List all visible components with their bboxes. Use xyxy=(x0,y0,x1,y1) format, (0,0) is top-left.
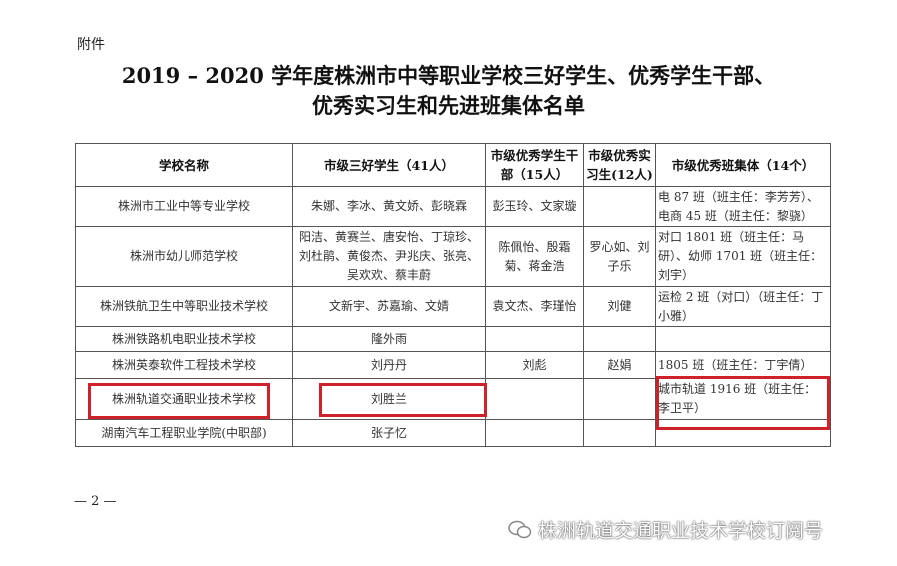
interns: 罗心如、刘子乐 xyxy=(583,226,656,287)
watermark-text: 株洲轨道交通职业技术学校订阅号 xyxy=(538,520,824,542)
wechat-icon xyxy=(508,520,532,538)
merit-students: 阳洁、黄赛兰、唐安怡、丁琼珍、刘杜鹃、黄俊杰、尹兆庆、张亮、吴欢欢、蔡丰蔚 xyxy=(292,226,486,287)
interns: 赵娟 xyxy=(583,351,656,379)
student-cadres: 刘彪 xyxy=(485,351,584,379)
highlight-class xyxy=(656,376,830,430)
school-name: 株洲铁航卫生中等职业技术学校 xyxy=(75,286,293,327)
table-header-row: 学校名称 市级三好学生（41人） 市级优秀学生干部（15人） 市级优秀实习生(1… xyxy=(75,143,831,187)
merit-students: 张子忆 xyxy=(292,419,486,447)
student-cadres xyxy=(485,326,584,352)
interns xyxy=(583,326,656,352)
school-name: 株洲英泰软件工程技术学校 xyxy=(75,351,293,379)
header-merit-students: 市级三好学生（41人） xyxy=(292,143,486,187)
merit-students: 隆外雨 xyxy=(292,326,486,352)
student-cadres xyxy=(485,378,584,420)
table-row: 株洲市幼儿师范学校 阳洁、黄赛兰、唐安怡、丁琼珍、刘杜鹃、黄俊杰、尹兆庆、张亮、吴… xyxy=(75,226,831,287)
table-row: 株洲铁航卫生中等职业技术学校 文新宇、苏嘉瑜、文婧 袁文杰、李瑾怡 刘健 运检 2 班（… xyxy=(75,286,831,327)
school-name: 湖南汽车工程职业学院(中职部) xyxy=(75,419,293,447)
table-row: 株洲市工业中等专业学校 朱娜、李冰、黄文娇、彭晓霖 彭玉玲、文家璇 电 87 班（班主… xyxy=(75,186,831,227)
excellent-classes xyxy=(655,419,831,447)
merit-students: 文新宇、苏嘉瑜、文婧 xyxy=(292,286,486,327)
interns: 刘健 xyxy=(583,286,656,327)
table-row: 株洲铁路机电职业技术学校 隆外雨 xyxy=(75,326,831,352)
student-cadres xyxy=(485,419,584,447)
header-student-cadres: 市级优秀学生干部（15人） xyxy=(485,143,584,187)
merit-students: 刘丹丹 xyxy=(292,351,486,379)
header-classes: 市级优秀班集体（14个） xyxy=(655,143,831,187)
school-name: 株洲市幼儿师范学校 xyxy=(75,226,293,287)
highlight-student xyxy=(319,383,487,417)
school-name: 株洲铁路机电职业技术学校 xyxy=(75,326,293,352)
excellent-classes: 1805 班（班主任：丁宇倩） xyxy=(655,351,831,379)
title-line-2: 优秀实习生和先进班集体名单 xyxy=(312,93,585,118)
excellent-classes: 运检 2 班（对口）（班主任：丁小雅） xyxy=(655,286,831,327)
excellent-classes: 对口 1801 班（班主任：马研）、幼师 1701 班（班主任：刘宇） xyxy=(655,226,831,287)
watermark: 株洲轨道交通职业技术学校订阅号 xyxy=(508,516,823,543)
student-cadres: 陈佩怡、殷霜菊、蒋金浩 xyxy=(485,226,584,287)
excellent-classes xyxy=(655,326,831,352)
interns xyxy=(583,186,656,227)
attachment-label: 附件 xyxy=(77,37,105,53)
student-cadres: 袁文杰、李瑾怡 xyxy=(485,286,584,327)
highlight-school xyxy=(88,383,270,419)
interns xyxy=(583,419,656,447)
student-cadres: 彭玉玲、文家璇 xyxy=(485,186,584,227)
title-line-1: 2019 – 2020 学年度株洲市中等职业学校三好学生、优秀学生干部、 xyxy=(121,63,776,88)
page-number: — 2 — xyxy=(74,494,117,509)
school-name: 株洲市工业中等专业学校 xyxy=(75,186,293,227)
table-row: 湖南汽车工程职业学院(中职部) 张子忆 xyxy=(75,419,831,447)
merit-students: 朱娜、李冰、黄文娇、彭晓霖 xyxy=(292,186,486,227)
header-interns: 市级优秀实习生(12人) xyxy=(583,143,656,187)
interns xyxy=(583,378,656,420)
header-school: 学校名称 xyxy=(75,143,293,187)
excellent-classes: 电 87 班（班主任：李芳芳）、电商 45 班（班主任：黎骁） xyxy=(655,186,831,227)
excellent-classes: 城市轨道 1916 班（班主任：李卫平） xyxy=(655,378,831,420)
table-row: 株洲英泰软件工程技术学校 刘丹丹 刘彪 赵娟 1805 班（班主任：丁宇倩） xyxy=(75,351,831,379)
